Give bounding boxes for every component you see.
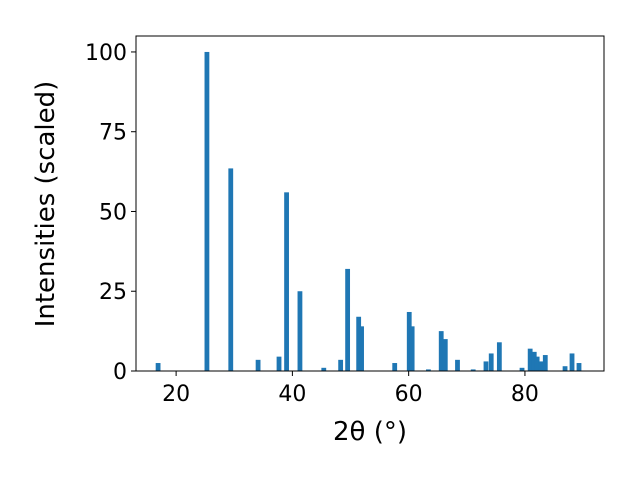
bar — [426, 369, 431, 371]
y-tick-label: 50 — [99, 200, 127, 225]
bar — [409, 326, 415, 371]
bar — [542, 355, 548, 371]
bar — [538, 361, 544, 371]
bar — [284, 192, 289, 371]
bar — [562, 366, 568, 371]
bar — [534, 356, 540, 371]
bar — [488, 353, 494, 371]
bar — [356, 316, 362, 371]
bar — [155, 363, 161, 371]
bar — [321, 367, 327, 371]
x-tick-label: 80 — [511, 382, 539, 407]
bar — [527, 348, 533, 371]
bar — [255, 359, 261, 371]
bar — [406, 311, 412, 371]
x-tick-label: 20 — [162, 382, 190, 407]
bar — [442, 339, 448, 371]
x-tick-label: 40 — [278, 382, 306, 407]
bar — [359, 326, 364, 371]
y-axis-label: Intensities (scaled) — [31, 81, 61, 328]
bar — [569, 353, 575, 371]
bar — [483, 361, 489, 371]
bar — [519, 367, 525, 371]
x-tick-label: 60 — [395, 382, 423, 407]
x-axis-label: 2θ (°) — [333, 417, 407, 447]
bar — [531, 351, 537, 371]
bar — [438, 331, 444, 371]
plot-frame — [135, 35, 605, 372]
bar — [470, 369, 476, 371]
bar — [338, 359, 344, 371]
bar — [228, 168, 234, 371]
bar — [576, 363, 582, 371]
bar — [455, 359, 460, 371]
bar — [392, 363, 398, 371]
y-tick-label: 0 — [113, 360, 127, 385]
y-tick-label: 75 — [99, 121, 127, 146]
y-tick-label: 25 — [99, 280, 127, 305]
bar — [276, 356, 282, 371]
bar — [496, 342, 502, 371]
y-tick-label: 100 — [85, 41, 127, 66]
bar — [345, 268, 351, 371]
bar — [204, 51, 210, 371]
bar — [297, 291, 303, 371]
